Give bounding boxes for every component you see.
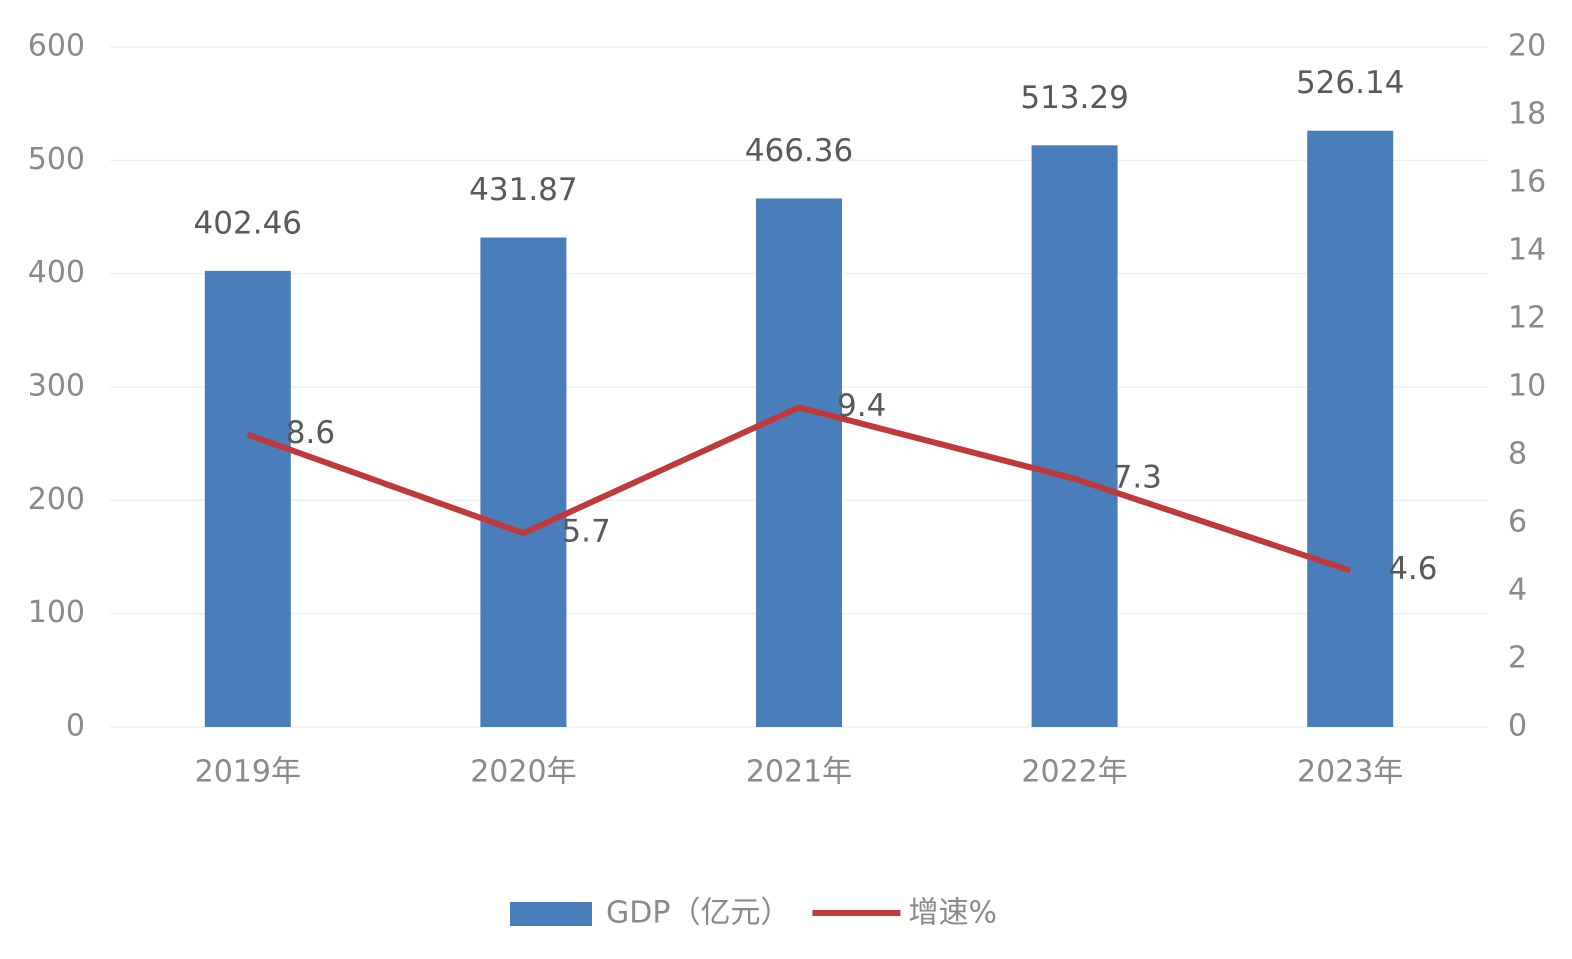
- y2-tick-label: 0: [1508, 709, 1527, 744]
- line-value-label: 7.3: [1113, 459, 1162, 495]
- x-tick-label: 2019年: [195, 755, 301, 790]
- y-tick-label: 400: [28, 255, 85, 290]
- bar: [1307, 130, 1394, 727]
- x-tick-label: 2021年: [746, 755, 852, 790]
- bar-value-label: 513.29: [1020, 80, 1128, 116]
- line-value-label: 5.7: [561, 514, 610, 550]
- y-tick-label: 600: [28, 29, 85, 64]
- y-tick-label: 0: [66, 709, 85, 744]
- legend-label: 增速%: [908, 896, 997, 931]
- y2-tick-label: 10: [1508, 369, 1546, 404]
- x-tick-label: 2020年: [470, 755, 576, 790]
- y2-tick-label: 14: [1508, 233, 1546, 268]
- bar-value-label: 466.36: [745, 133, 853, 169]
- bar-value-label: 526.14: [1296, 65, 1404, 101]
- bar: [1031, 145, 1118, 727]
- bar-value-label: 431.87: [469, 172, 577, 208]
- line-value-label: 8.6: [286, 415, 335, 451]
- y-tick-label: 100: [28, 595, 85, 630]
- y-tick-label: 500: [28, 142, 85, 177]
- x-tick-label: 2022年: [1021, 755, 1127, 790]
- line-value-label: 9.4: [837, 388, 886, 424]
- bar-value-label: 402.46: [194, 205, 302, 241]
- line: [246, 404, 1352, 574]
- bar: [756, 198, 842, 727]
- x-tick-label: 2023年: [1297, 755, 1403, 790]
- y2-tick-label: 4: [1508, 573, 1527, 608]
- y2-tick-label: 6: [1508, 505, 1527, 540]
- bar: [204, 270, 291, 727]
- y2-tick-label: 2: [1508, 641, 1527, 676]
- legend-label: GDP（亿元）: [606, 896, 790, 931]
- y2-tick-label: 20: [1508, 29, 1546, 64]
- y2-tick-label: 8: [1508, 437, 1527, 472]
- y-tick-label: 300: [28, 369, 85, 404]
- bar: [480, 237, 567, 727]
- y2-tick-label: 18: [1508, 97, 1546, 132]
- y2-tick-label: 16: [1508, 165, 1546, 200]
- y-tick-label: 200: [28, 482, 85, 517]
- line-value-label: 4.6: [1388, 551, 1437, 587]
- y2-tick-label: 12: [1508, 301, 1546, 336]
- legend-swatch: [510, 902, 592, 926]
